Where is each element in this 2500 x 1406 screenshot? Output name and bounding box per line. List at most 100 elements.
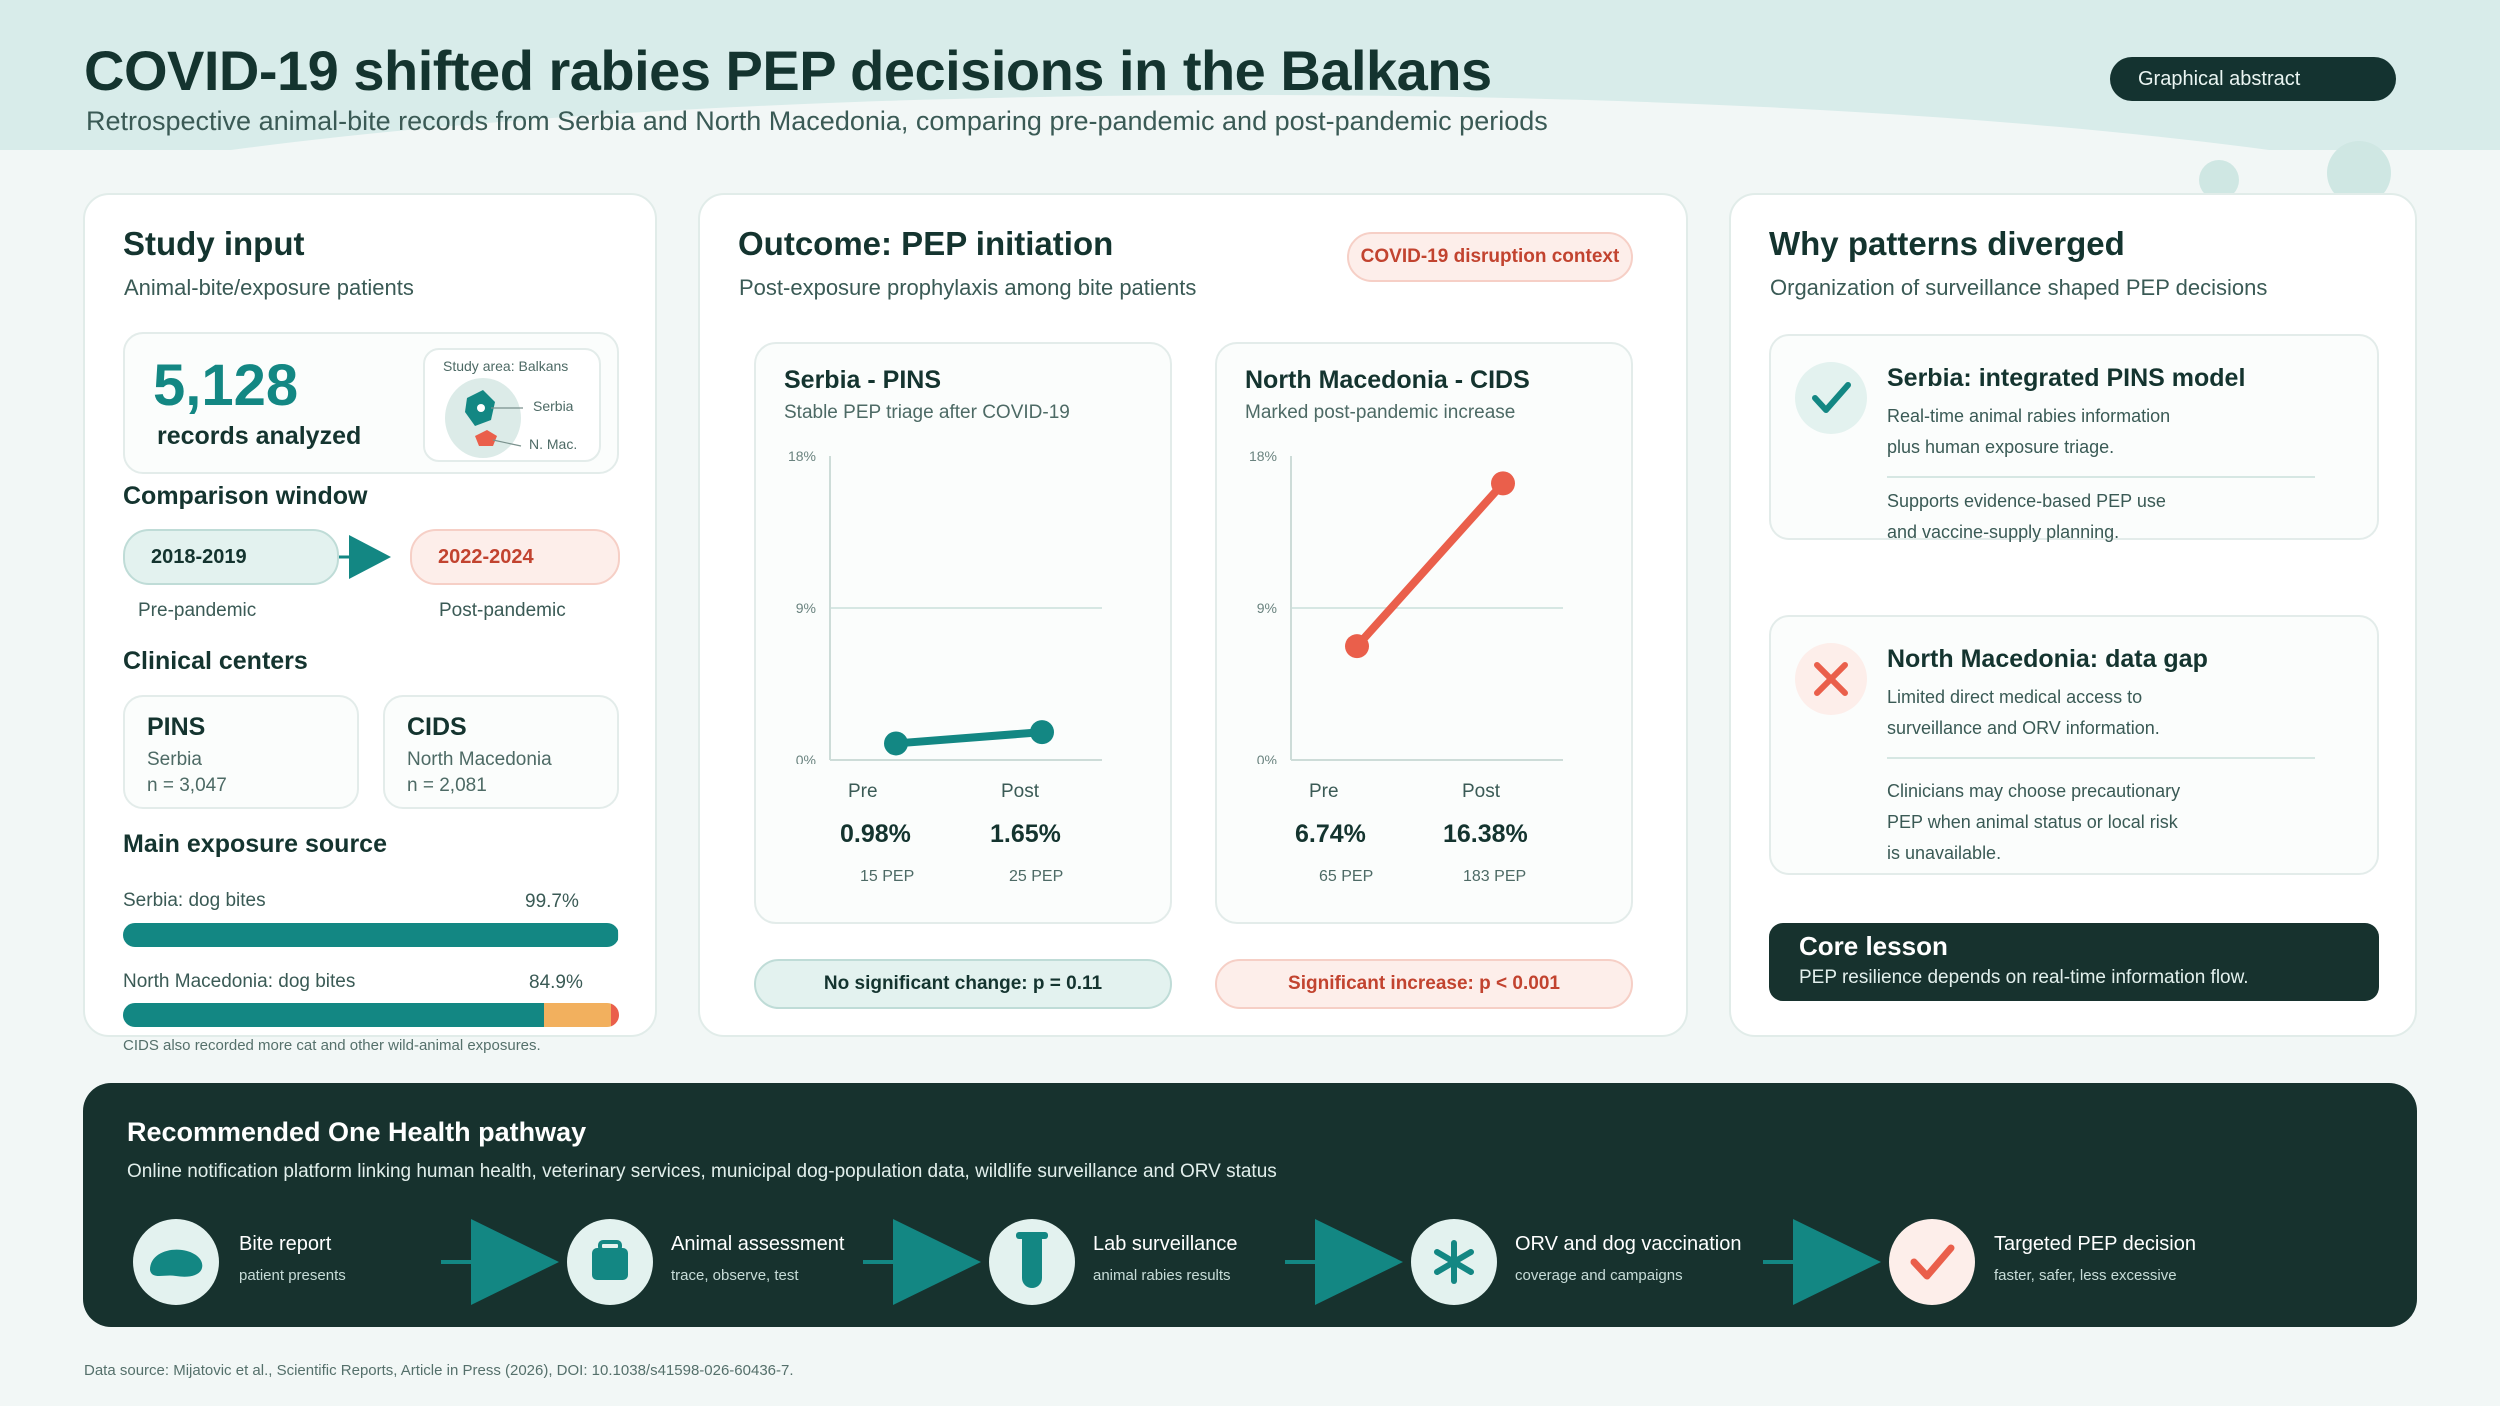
map-nmac-label: N. Mac. [529,436,578,452]
serbia-pep-chart: 0% 9% 18% [788,448,1102,764]
step-label: Bite report [239,1233,332,1255]
center-n: n = 2,081 [407,775,487,796]
data-source-footer: Data source: Mijatovic et al., Scientifi… [84,1362,794,1379]
nmac-verdict-text: Significant increase: p < 0.001 [1288,973,1560,994]
outcome-subtitle: Post-exposure prophylaxis among bite pat… [739,275,1197,300]
step-sub: patient presents [239,1267,346,1284]
cross-icon [1795,643,1867,715]
exposure-bar-nmac [123,1003,619,1027]
pre-pep-count: 65 PEP [1319,868,1374,885]
exposure-source-heading: Main exposure source [123,830,387,858]
step-sub: faster, safer, less excessive [1994,1267,2177,1284]
y-tick-label: 9% [1257,600,1277,616]
why-card: Why patterns diverged Organization of su… [1729,193,2417,1037]
nmac-gap-line5: is unavailable. [1887,843,2002,863]
core-lesson-title: Core lesson [1799,931,1948,961]
nmac-gap-line2: surveillance and ORV information. [1887,718,2160,738]
balkans-map-graphic [445,378,523,458]
center-country: North Macedonia [407,749,552,770]
post-pep-rate: 16.38% [1443,820,1528,848]
exposure-bar-other [544,1003,612,1027]
center-name: PINS [147,713,206,741]
panel-subtitle: Marked post-pandemic increase [1245,402,1516,423]
divider [1887,757,2315,759]
nmac-pep-chart: 0% 9% 18% [1249,448,1563,764]
serbia-model-line3: Supports evidence-based PEP use [1887,491,2166,511]
outcome-title: Outcome: PEP initiation [738,225,1114,262]
covid-context-text: COVID-19 disruption context [1360,246,1620,267]
pathway-arrow-icon [441,1219,559,1305]
checkmark-icon [1889,1219,1975,1305]
nmac-gap-line1: Limited direct medical access to [1887,687,2143,707]
serbia-model-line2: plus human exposure triage. [1887,437,2115,457]
asterisk-icon [1411,1219,1497,1305]
pre-axis-label: Pre [1309,781,1339,802]
serbia-model-box: Serbia: integrated PINS model Real-time … [1769,334,2379,542]
center-name: CIDS [407,713,467,741]
records-value: 5,128 [153,353,299,418]
post-pep-count: 183 PEP [1463,868,1527,885]
pre-pep-count: 15 PEP [860,868,915,885]
nmac-gap-box: North Macedonia: data gap Limited direct… [1769,615,2379,875]
post-period-pill: 2022-2024 [410,529,620,585]
panel-title: Serbia - PINS [784,366,941,394]
study-area-map: Study area: Balkans Serbia N. Mac. [423,348,601,462]
exposure-bar-serbia [123,923,619,947]
y-tick-label: 18% [1249,448,1277,464]
pathway-arrow-icon [1763,1219,1881,1305]
nmac-verdict-pill: Significant increase: p < 0.001 [1215,959,1633,1009]
pathway-title: Recommended One Health pathway [127,1117,587,1147]
post-years: 2022-2024 [438,545,534,568]
nmac-gap-line3: Clinicians may choose precautionary [1887,781,2181,801]
records-label: records analyzed [157,422,362,450]
serbia-verdict-pill: No significant change: p = 0.11 [754,959,1172,1009]
why-title: Why patterns diverged [1769,225,2125,262]
data-point-pre [884,731,908,756]
map-label: Study area: Balkans [443,358,569,374]
pathway-panel: Recommended One Health pathway Online no… [83,1083,2417,1327]
page-title: COVID-19 shifted rabies PEP decisions in… [84,39,1492,102]
pre-pep-rate: 0.98% [840,820,911,848]
comparison-arrow-icon [339,535,391,579]
data-point-post [1030,720,1054,745]
post-period-label: Post-pandemic [439,600,566,621]
exposure-value-serbia: 99.7% [525,891,579,912]
post-pep-count: 25 PEP [1009,868,1064,885]
panel-subtitle: Stable PEP triage after COVID-19 [784,402,1070,423]
exposure-label-nmac: North Macedonia: dog bites [123,971,356,992]
study-input-title: Study input [123,225,305,262]
covid-context-badge: COVID-19 disruption context [1347,232,1633,282]
nmac-gap-title: North Macedonia: data gap [1887,645,2208,673]
pre-pep-rate: 6.74% [1295,820,1366,848]
serbia-model-line4: and vaccine-supply planning. [1887,522,2120,542]
outcome-card: Outcome: PEP initiation Post-exposure pr… [698,193,1688,1037]
comparison-window-heading: Comparison window [123,482,368,510]
step-label: Targeted PEP decision [1994,1233,2196,1255]
pre-period-label: Pre-pandemic [138,600,257,621]
post-pep-rate: 1.65% [990,820,1061,848]
exposure-bar-wild [611,1003,619,1027]
y-tick-label: 0% [1257,752,1277,764]
clinical-centers-heading: Clinical centers [123,647,308,675]
y-tick-label: 9% [796,600,816,616]
graphical-abstract-badge: Graphical abstract [2110,57,2396,101]
serbia-panel: Serbia - PINS Stable PEP triage after CO… [754,342,1172,924]
records-box: 5,128 records analyzed Study area: Balka… [123,332,619,474]
exposure-note: CIDS also recorded more cat and other wi… [123,1037,541,1054]
test-tube-icon [989,1219,1075,1305]
exposure-value-nmac: 84.9% [529,972,583,993]
series-line [1353,479,1507,651]
assessment-icon [567,1219,653,1305]
divider [1887,476,2315,478]
center-country: Serbia [147,749,202,770]
pre-period-pill: 2018-2019 [123,529,339,585]
center-card-cids: CIDS North Macedonia n = 2,081 [383,695,619,809]
data-point-post [1491,471,1515,496]
page-subtitle: Retrospective animal-bite records from S… [86,106,1548,136]
center-n: n = 3,047 [147,775,227,796]
pathway-arrow-icon [863,1219,981,1305]
map-serbia-label: Serbia [533,398,574,414]
core-lesson-text: PEP resilience depends on real-time info… [1799,967,2249,988]
checkmark-icon [1795,362,1867,434]
nmac-gap-line4: PEP when animal status or local risk [1887,812,2178,832]
